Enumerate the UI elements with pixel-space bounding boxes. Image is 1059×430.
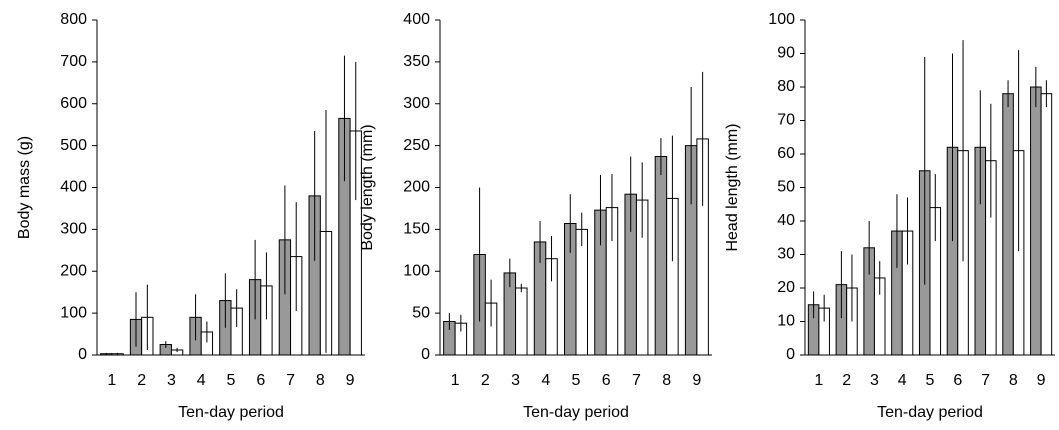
x-axis-label: Ten-day period [178, 404, 284, 421]
y-tick-label: 0 [78, 346, 87, 363]
y-tick-label: 600 [60, 95, 87, 112]
bar [515, 287, 528, 356]
bar [654, 156, 668, 356]
y-tick-label: 100 [403, 262, 430, 279]
y-tick-label: 200 [60, 262, 87, 279]
y-tick-label: 700 [60, 53, 87, 70]
y-tick-label: 70 [777, 112, 795, 129]
y-tick-label: 400 [403, 11, 430, 28]
bar [1040, 93, 1053, 356]
x-tick-label: 3 [167, 372, 176, 389]
y-axis-label: Body mass (g) [16, 136, 33, 239]
y-tick-label: 10 [777, 313, 795, 330]
x-tick-label: 2 [842, 372, 851, 389]
bar [575, 228, 588, 356]
y-tick-label: 80 [777, 78, 795, 95]
y-tick-label: 250 [403, 137, 430, 154]
y-tick-label: 60 [777, 145, 795, 162]
y-tick-label: 500 [60, 137, 87, 154]
x-tick-label: 7 [286, 372, 295, 389]
y-tick-label: 100 [60, 304, 87, 321]
x-tick-label: 7 [632, 372, 641, 389]
x-tick-label: 8 [662, 372, 671, 389]
x-tick-label: 4 [898, 372, 907, 389]
x-tick-label: 6 [256, 372, 265, 389]
bar [1002, 93, 1014, 356]
x-axis-label: Ten-day period [523, 404, 629, 421]
x-tick-label: 1 [451, 372, 460, 389]
y-tick-label: 0 [421, 346, 430, 363]
y-tick-label: 800 [60, 11, 87, 28]
y-tick-label: 0 [786, 346, 795, 363]
x-tick-label: 5 [572, 372, 581, 389]
x-tick-label: 5 [926, 372, 935, 389]
x-tick-label: 9 [346, 372, 355, 389]
x-tick-label: 8 [1009, 372, 1018, 389]
x-tick-label: 1 [814, 372, 823, 389]
y-tick-label: 90 [777, 45, 795, 62]
y-axis-label: Body length (mm) [359, 124, 376, 250]
bar [1030, 86, 1042, 356]
y-tick-label: 150 [403, 221, 430, 238]
x-tick-label: 2 [137, 372, 146, 389]
y-tick-label: 40 [777, 212, 795, 229]
x-tick-label: 8 [316, 372, 325, 389]
y-tick-label: 30 [777, 246, 795, 263]
y-tick-label: 100 [768, 11, 795, 28]
x-tick-label: 4 [197, 372, 206, 389]
x-tick-label: 5 [227, 372, 236, 389]
y-tick-label: 400 [60, 179, 87, 196]
x-tick-label: 2 [481, 372, 490, 389]
y-tick-label: 20 [777, 279, 795, 296]
y-tick-label: 50 [412, 304, 430, 321]
x-tick-label: 4 [541, 372, 550, 389]
y-axis-label: Head length (mm) [724, 123, 741, 251]
x-tick-label: 9 [1037, 372, 1046, 389]
y-tick-label: 50 [777, 179, 795, 196]
x-axis-label: Ten-day period [877, 404, 983, 421]
y-tick-label: 350 [403, 53, 430, 70]
x-tick-label: 6 [953, 372, 962, 389]
y-tick-label: 300 [60, 221, 87, 238]
x-tick-label: 6 [602, 372, 611, 389]
x-tick-label: 3 [870, 372, 879, 389]
x-tick-label: 3 [511, 372, 520, 389]
x-tick-label: 1 [107, 372, 116, 389]
y-tick-label: 300 [403, 95, 430, 112]
x-tick-label: 9 [692, 372, 701, 389]
y-tick-label: 200 [403, 179, 430, 196]
x-tick-label: 7 [981, 372, 990, 389]
